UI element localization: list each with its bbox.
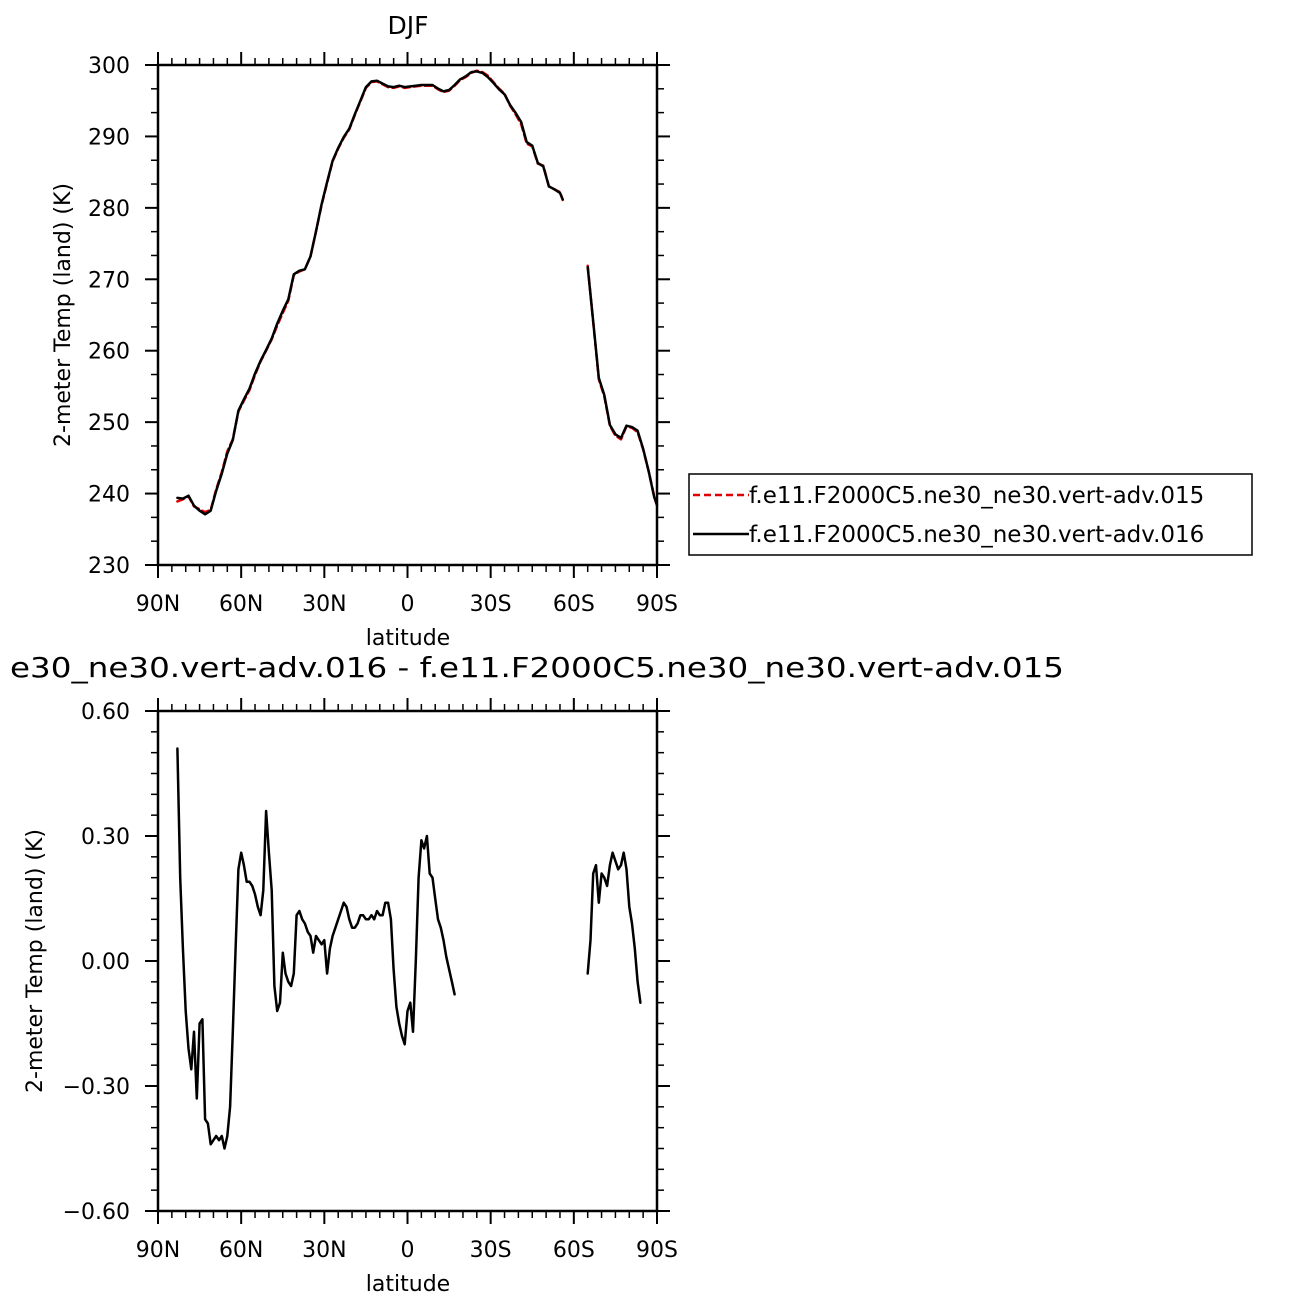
bottom-x-axis-label: latitude — [366, 1272, 450, 1297]
bottom-panel-title: e30_ne30.vert-adv.016 - f.e11.F2000C5.ne… — [10, 651, 1064, 684]
top-x-tick-label-2: 30N — [302, 592, 346, 617]
legend-entry-015: f.e11.F2000C5.ne30_ne30.vert-adv.015 — [693, 483, 1204, 509]
legend-box — [688, 473, 1253, 556]
bottom-panel: e30_ne30.vert-adv.016 - f.e11.F2000C5.ne… — [10, 651, 1064, 1297]
top-x-tick-label-0: 90N — [136, 592, 180, 617]
bottom-x-tick-label-5: 60S — [553, 1238, 595, 1263]
bottom-y-tick-label-4: 0.60 — [81, 700, 130, 725]
top-tick-layer: 90N 60N 30N 0 30S 60S 90S 230 240 250 260 270 280 290… — [88, 52, 678, 617]
bottom-y-tick-label-2: 0.00 — [81, 950, 130, 975]
top-x-tick-label-5: 60S — [553, 592, 595, 617]
bottom-y-tick-label-3: 0.30 — [81, 825, 130, 850]
top-y-axis-label: 2-meter Temp (land) (K) — [51, 183, 76, 447]
top-y-tick-label-3: 260 — [88, 340, 130, 365]
top-x-tick-label-4: 30S — [470, 592, 512, 617]
bottom-x-tick-label-4: 30S — [470, 1238, 512, 1263]
bottom-series-layer — [176, 747, 642, 1150]
bottom-series-0-line-segment-0 — [176, 747, 456, 1150]
bottom-x-tick-label-3: 0 — [401, 1238, 415, 1263]
top-x-tick-label-1: 60N — [219, 592, 263, 617]
bottom-x-tick-label-0: 90N — [136, 1238, 180, 1263]
bottom-series-0-line-segment-1 — [586, 851, 642, 1004]
top-y-tick-label-1: 240 — [88, 483, 130, 508]
top-series-layer — [176, 69, 659, 516]
top-series-1-line-segment-1 — [586, 265, 659, 507]
legend-label-016: f.e11.F2000C5.ne30_ne30.vert-adv.016 — [749, 522, 1204, 548]
bottom-tick-layer: 90N 60N 30N 0 30S 60S 90S −0.60 −0.30 0.00 0.30 0.6… — [63, 698, 678, 1263]
legend: f.e11.F2000C5.ne30_ne30.vert-adv.015 f.e… — [688, 473, 1253, 556]
bottom-x-tick-label-6: 90S — [636, 1238, 678, 1263]
top-x-tick-label-3: 0 — [401, 592, 415, 617]
top-y-tick-label-6: 290 — [88, 125, 130, 150]
top-series-1-line-segment-0 — [176, 70, 564, 516]
top-panel: DJF 90N 60N 30N 0 30S 60S 90S 230 240 250 260 270 28… — [51, 11, 678, 651]
top-y-tick-label-0: 230 — [88, 554, 130, 579]
top-x-tick-label-6: 90S — [636, 592, 678, 617]
bottom-x-tick-label-2: 30N — [302, 1238, 346, 1263]
legend-entry-016: f.e11.F2000C5.ne30_ne30.vert-adv.016 — [693, 522, 1204, 548]
bottom-y-tick-label-1: −0.30 — [63, 1075, 130, 1100]
top-y-tick-label-5: 280 — [88, 197, 130, 222]
top-y-tick-label-2: 250 — [88, 411, 130, 436]
top-y-tick-label-7: 300 — [88, 54, 130, 79]
bottom-y-axis-label: 2-meter Temp (land) (K) — [23, 829, 48, 1093]
bottom-x-tick-label-1: 60N — [219, 1238, 263, 1263]
bottom-y-tick-label-0: −0.60 — [63, 1200, 130, 1225]
legend-label-015: f.e11.F2000C5.ne30_ne30.vert-adv.015 — [749, 483, 1204, 509]
top-x-axis-label: latitude — [366, 626, 450, 651]
top-panel-title: DJF — [387, 11, 428, 40]
top-y-tick-label-4: 270 — [88, 268, 130, 293]
